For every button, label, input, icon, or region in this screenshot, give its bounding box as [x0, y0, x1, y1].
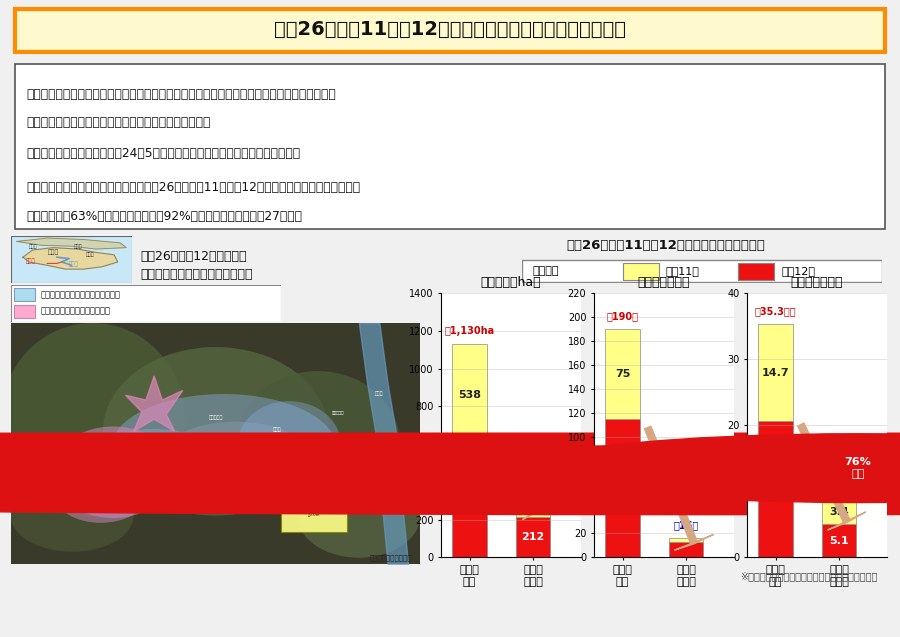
Ellipse shape [238, 401, 340, 485]
Text: 台風11号: 台風11号 [666, 266, 700, 276]
Text: 115: 115 [611, 483, 634, 493]
Text: 農間重畝: 農間重畝 [161, 434, 172, 440]
Ellipse shape [297, 473, 420, 558]
Text: 212: 212 [521, 533, 544, 542]
Text: 仁淀川: 仁淀川 [375, 391, 383, 396]
Circle shape [0, 446, 900, 515]
Text: 〇波介川導水路の効果の試算では、平成26年台風第11号・第12号併せて事業実施前と比較して: 〇波介川導水路の効果の試算では、平成26年台風第11号・第12号併せて事業実施前… [27, 181, 361, 194]
Text: 計35.3億円: 計35.3億円 [755, 306, 796, 316]
Text: 波介川導水路の浸水面積軽減効果: 波介川導水路の浸水面積軽減効果 [140, 268, 253, 281]
Text: 浸水面積を63%減少、浸水家屋数を92%減少、被害軽減額は約27億円。: 浸水面積を63%減少、浸水家屋数を92%減少、被害軽減額は約27億円。 [27, 210, 302, 223]
Text: 76%
減少: 76% 減少 [844, 457, 871, 479]
Text: 香川県: 香川県 [74, 244, 83, 249]
Polygon shape [23, 248, 118, 269]
Title: 浸水面積（ha）: 浸水面積（ha） [481, 276, 541, 289]
Text: 約0.7mの
水位低減効果: 約0.7mの 水位低減効果 [208, 482, 223, 490]
Bar [605, 329, 640, 419]
Text: の影響を受け、土佐中心部は浸水水害を被ってきた。: の影響を受け、土佐中心部は浸水水害を被ってきた。 [27, 115, 211, 129]
Ellipse shape [111, 394, 337, 503]
Text: 〇高知県土佐市を貫流する波介川は仁淀川に合流しており、洪水時には高い仁淀川本川の水位: 〇高知県土佐市を貫流する波介川は仁淀川に合流しており、洪水時には高い仁淀川本川の… [27, 88, 337, 101]
Text: 計414ha: 計414ha [513, 461, 553, 471]
Bar [452, 446, 487, 557]
Text: 波介川樋門: 波介川樋門 [340, 469, 353, 473]
Text: 平成26年台風11号・12号における被害軽減効果: 平成26年台風11号・12号における被害軽減効果 [567, 239, 765, 252]
Ellipse shape [236, 371, 400, 515]
Text: 592: 592 [458, 496, 482, 506]
Text: 計190戸: 計190戸 [607, 311, 638, 321]
Polygon shape [125, 376, 183, 431]
Text: 92%
減少: 92% 減少 [691, 469, 718, 492]
Text: 75: 75 [615, 369, 630, 379]
Bar [179, 470, 252, 499]
Text: 波介水位観測所: 波介水位観測所 [207, 474, 224, 478]
FancyBboxPatch shape [15, 9, 885, 52]
Text: 202: 202 [521, 493, 544, 503]
Bar [605, 419, 640, 557]
Bar [758, 324, 793, 421]
Text: 計1,130ha: 計1,130ha [445, 326, 495, 336]
Text: 波介川: 波介川 [25, 259, 35, 264]
Bar [623, 263, 659, 280]
Text: 整備前後の浸水想定図: 整備前後の浸水想定図 [370, 555, 412, 561]
Ellipse shape [1, 323, 184, 515]
Text: 整備後の浸水エリア（実績値）: 整備後の浸水エリア（実績値） [40, 307, 111, 316]
Text: 最高水位差
約0.0m: 最高水位差 約0.0m [308, 508, 320, 517]
Ellipse shape [103, 347, 328, 515]
Text: 平成26年台風12号における: 平成26年台風12号における [140, 250, 248, 263]
Text: 高知県: 高知県 [47, 249, 58, 255]
Text: 波介川水門: 波介川水門 [332, 412, 345, 415]
Polygon shape [17, 238, 126, 249]
Bar [14, 289, 35, 301]
Bar [516, 517, 551, 557]
Text: 波介川: 波介川 [273, 427, 282, 433]
Bar [669, 541, 704, 557]
Text: 63%
減少: 63% 減少 [539, 456, 565, 479]
Text: 3.4: 3.4 [829, 508, 849, 517]
Text: 整備前の想定浸水エリア（計算値）: 整備前の想定浸水エリア（計算値） [40, 290, 121, 299]
Text: 徳島県: 徳島県 [86, 252, 94, 257]
Circle shape [528, 434, 900, 503]
Text: ※導水路なしはシミュレーション結果に基づくもの: ※導水路なしはシミュレーション結果に基づくもの [740, 571, 878, 582]
Bar [758, 421, 793, 557]
Text: 14.7: 14.7 [761, 368, 789, 378]
Text: 仁淀川: 仁淀川 [69, 262, 79, 268]
Text: 5.1: 5.1 [829, 536, 849, 545]
Text: 台風12号: 台風12号 [781, 266, 815, 276]
Bar [822, 501, 857, 524]
Ellipse shape [88, 429, 220, 496]
Bar [822, 524, 857, 557]
Text: 平成26年台風11号、12号における波介川導水路の整備効果: 平成26年台風11号、12号における波介川導水路の整備効果 [274, 20, 626, 39]
FancyBboxPatch shape [15, 64, 885, 229]
Bar [452, 344, 487, 446]
Bar [516, 479, 551, 517]
Bar [669, 538, 704, 541]
Circle shape [0, 433, 900, 502]
Text: 土佐市役所: 土佐市役所 [209, 415, 222, 420]
Text: 〇波介川導水路の完成（平成24年5月）により土佐市中心部の浸水被害が軽減。: 〇波介川導水路の完成（平成24年5月）により土佐市中心部の浸水被害が軽減。 [27, 147, 301, 159]
Title: 被害額（億円）: 被害額（億円） [790, 276, 843, 289]
Text: 愛媛県: 愛媛県 [29, 243, 38, 248]
Bar [14, 305, 35, 318]
Text: 【凡例】: 【凡例】 [533, 266, 559, 276]
Bar [281, 508, 346, 533]
Title: 浸水家屋（戸）: 浸水家屋（戸） [637, 276, 690, 289]
Text: 20.6: 20.6 [761, 484, 789, 494]
Ellipse shape [11, 480, 133, 552]
Ellipse shape [52, 427, 175, 518]
Bar [738, 263, 774, 280]
Text: 計8.5億円: 計8.5億円 [822, 483, 857, 493]
Ellipse shape [165, 422, 308, 489]
Text: 計16戸: 計16戸 [673, 520, 698, 530]
Text: 538: 538 [458, 390, 481, 400]
Ellipse shape [56, 470, 146, 523]
